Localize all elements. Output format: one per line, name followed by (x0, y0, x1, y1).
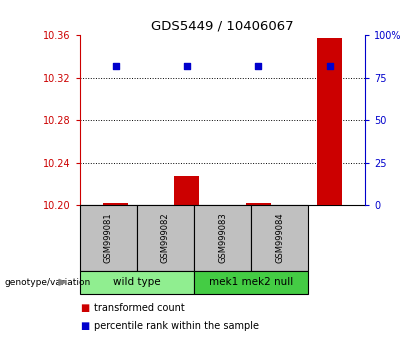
Text: percentile rank within the sample: percentile rank within the sample (94, 321, 260, 331)
Text: GSM999082: GSM999082 (161, 213, 170, 263)
Point (326, 63, 333, 69)
Bar (251, 205, 308, 271)
Bar (317, 38, 342, 205)
Bar (137, 205, 194, 271)
Title: GDS5449 / 10406067: GDS5449 / 10406067 (151, 20, 294, 33)
Text: mek1 mek2 null: mek1 mek2 null (209, 277, 293, 287)
Bar (103, 203, 128, 205)
Text: GSM999081: GSM999081 (104, 213, 113, 263)
Text: genotype/variation: genotype/variation (4, 278, 90, 287)
Text: GSM999084: GSM999084 (275, 213, 284, 263)
Bar (80, 271, 194, 294)
Bar (194, 205, 251, 271)
Text: GSM999083: GSM999083 (218, 213, 227, 263)
Bar (80, 205, 137, 271)
Text: transformed count: transformed count (94, 303, 185, 313)
Bar (174, 176, 199, 205)
Text: ■: ■ (80, 303, 89, 313)
Bar (246, 203, 271, 205)
Text: wild type: wild type (113, 277, 161, 287)
Point (184, 63, 190, 69)
Point (112, 63, 119, 69)
Point (255, 63, 262, 69)
Text: ■: ■ (80, 321, 89, 331)
Bar (194, 271, 308, 294)
